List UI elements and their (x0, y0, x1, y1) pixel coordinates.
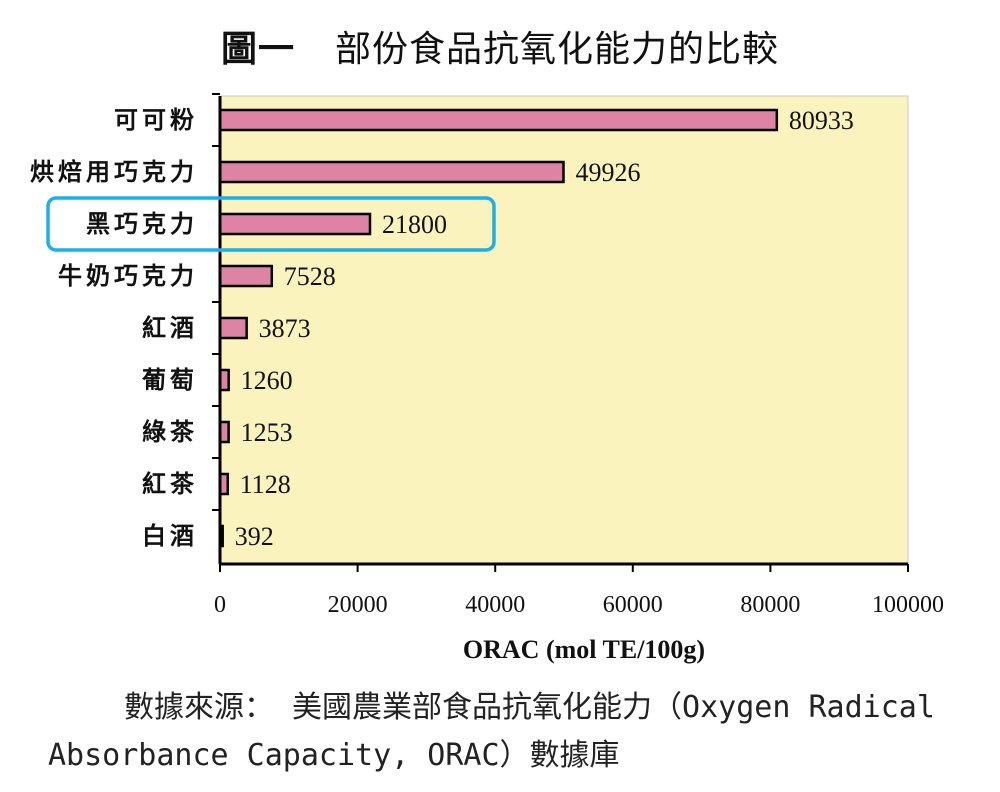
bar-value-label: 80933 (789, 106, 854, 135)
bar-value-label: 21800 (382, 210, 447, 239)
bar-value-label: 1128 (240, 470, 291, 499)
data-source-note: 數據來源： 美國農業部食品抗氧化能力（Oxygen Radical Absorb… (48, 684, 968, 780)
bar-value-label: 49926 (575, 158, 640, 187)
category-label: 紅茶 (142, 469, 198, 498)
category-label: 紅酒 (142, 313, 198, 342)
x-tick-label: 60000 (603, 592, 663, 618)
figure-title: 圖一 部份食品抗氧化能力的比較 (0, 20, 1000, 72)
category-label: 可可粉 (114, 105, 198, 134)
bar (218, 316, 248, 340)
x-tick-label: 20000 (328, 592, 388, 618)
x-tick-label: 0 (214, 592, 226, 618)
category-label: 烘焙用巧克力 (30, 157, 198, 186)
x-tick-label: 80000 (740, 592, 800, 618)
category-label: 黑巧克力 (86, 209, 198, 238)
bar-value-label: 1260 (241, 366, 293, 395)
bar-value-label: 1253 (241, 418, 293, 447)
bar-chart: 80933 可可粉 49926 烘焙用巧克力 21800 黑巧克力 7528 牛奶巧克力 387… (30, 93, 944, 664)
x-tick-label: 100000 (872, 592, 944, 618)
bar (218, 212, 372, 236)
figure-title-text: 部份食品抗氧化能力的比較 (335, 29, 780, 70)
highlight-box (46, 196, 496, 252)
x-axis-title: ORAC (mol TE/100g) (463, 635, 705, 664)
data-source-line-1: 數據來源： 美國農業部食品抗氧化能力（Oxygen (124, 690, 791, 725)
bar-value-label: 7528 (284, 262, 336, 291)
bar (218, 160, 565, 184)
x-tick-label: 40000 (465, 592, 525, 618)
category-label: 牛奶巧克力 (58, 261, 198, 290)
category-label: 綠茶 (142, 417, 198, 446)
bar-value-label: 392 (235, 522, 274, 551)
bar-value-label: 3873 (259, 314, 311, 343)
category-label: 葡萄 (141, 365, 198, 394)
figure-number: 圖一 (220, 29, 295, 70)
category-label: 白酒 (142, 521, 198, 550)
data-source-line-2: Radical Absorbance Capacity, ORAC）數據庫 (48, 690, 935, 773)
bar (218, 108, 779, 132)
bar (218, 264, 274, 288)
